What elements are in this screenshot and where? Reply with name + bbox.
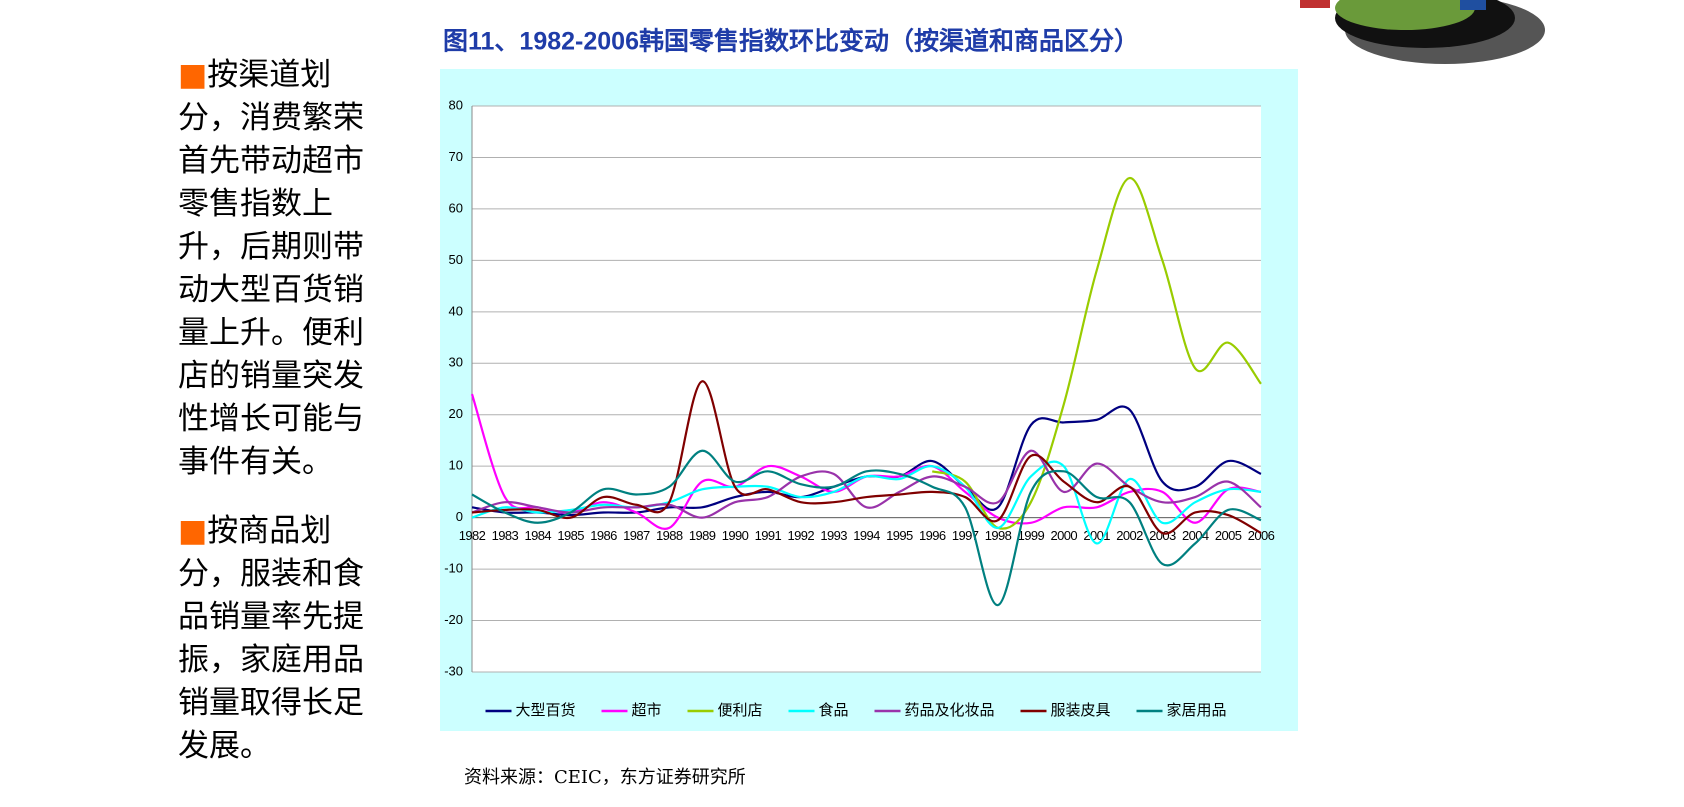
y-tick-label: 40 bbox=[449, 303, 463, 318]
source: 资料来源：CEIC，东方证券研究所 bbox=[464, 767, 746, 788]
legend-label: 超市 bbox=[632, 702, 662, 719]
x-tick-label: 1996 bbox=[919, 528, 946, 543]
y-tick-label: 20 bbox=[449, 406, 463, 421]
x-tick-label: 1992 bbox=[787, 528, 814, 543]
y-tick-label: 0 bbox=[456, 509, 463, 524]
legend-label: 家居用品 bbox=[1167, 702, 1227, 719]
x-tick-label: 1998 bbox=[985, 528, 1012, 543]
x-tick-label: 2006 bbox=[1248, 528, 1275, 543]
series-line bbox=[471, 380, 1262, 535]
bullet: ■按商品划分，服装和食品销量率先提振，家庭用品销量取得长足发展。 bbox=[178, 513, 364, 764]
x-tick-label: 2000 bbox=[1050, 528, 1077, 543]
x-tick-label: 1986 bbox=[590, 528, 617, 543]
x-tick-label: 2002 bbox=[1116, 528, 1143, 543]
y-tick-label: 30 bbox=[449, 355, 463, 370]
x-tick-label: 1989 bbox=[689, 528, 716, 543]
y-tick-label: -20 bbox=[444, 612, 463, 627]
y-tick-label: 70 bbox=[449, 149, 463, 164]
x-tick-label: 1993 bbox=[820, 528, 847, 543]
x-tick-label: 1982 bbox=[459, 528, 486, 543]
y-tick-label: 60 bbox=[449, 200, 463, 215]
y-tick-label: -30 bbox=[444, 663, 463, 678]
x-tick-label: 1999 bbox=[1018, 528, 1045, 543]
x-tick-label: 1994 bbox=[853, 528, 880, 543]
legend-label: 便利店 bbox=[718, 702, 763, 719]
y-tick-label: 50 bbox=[449, 252, 463, 267]
x-tick-label: 2001 bbox=[1083, 528, 1110, 543]
legend-label: 药品及化妆品 bbox=[905, 702, 995, 719]
logo bbox=[1300, 0, 1545, 64]
plot-area bbox=[472, 106, 1261, 672]
y-tick-label: -10 bbox=[444, 561, 463, 576]
x-tick-label: 1995 bbox=[886, 528, 913, 543]
legend-label: 大型百货 bbox=[516, 702, 576, 719]
bullet: ■按渠道划分，消费繁荣首先带动超市零售指数上升，后期则带动大型百货销量上升。便利… bbox=[178, 57, 364, 480]
x-tick-label: 1985 bbox=[557, 528, 584, 543]
y-tick-label: 10 bbox=[449, 458, 463, 473]
series-line bbox=[471, 449, 1262, 607]
series-line bbox=[471, 460, 1262, 545]
x-tick-label: 1987 bbox=[623, 528, 650, 543]
legend-label: 食品 bbox=[819, 702, 849, 719]
x-tick-label: 1984 bbox=[524, 528, 551, 543]
legend-label: 服装皮具 bbox=[1051, 702, 1111, 719]
x-tick-label: 1990 bbox=[722, 528, 749, 543]
x-tick-label: 1983 bbox=[492, 528, 519, 543]
x-tick-label: 2004 bbox=[1182, 528, 1209, 543]
y-tick-label: 80 bbox=[449, 97, 463, 112]
x-tick-label: 1991 bbox=[755, 528, 782, 543]
x-tick-label: 1988 bbox=[656, 528, 683, 543]
chart-title: 图11、1982-2006韩国零售指数环比变动（按渠道和商品区分） bbox=[443, 27, 1139, 56]
x-tick-label: 2005 bbox=[1215, 528, 1242, 543]
bullet-text: 按商品划分，服装和食品销量率先提振，家庭用品销量取得长足发展。 bbox=[178, 513, 364, 764]
bullet-text: 按渠道划分，消费繁荣首先带动超市零售指数上升，后期则带动大型百货销量上升。便利店… bbox=[178, 57, 364, 480]
